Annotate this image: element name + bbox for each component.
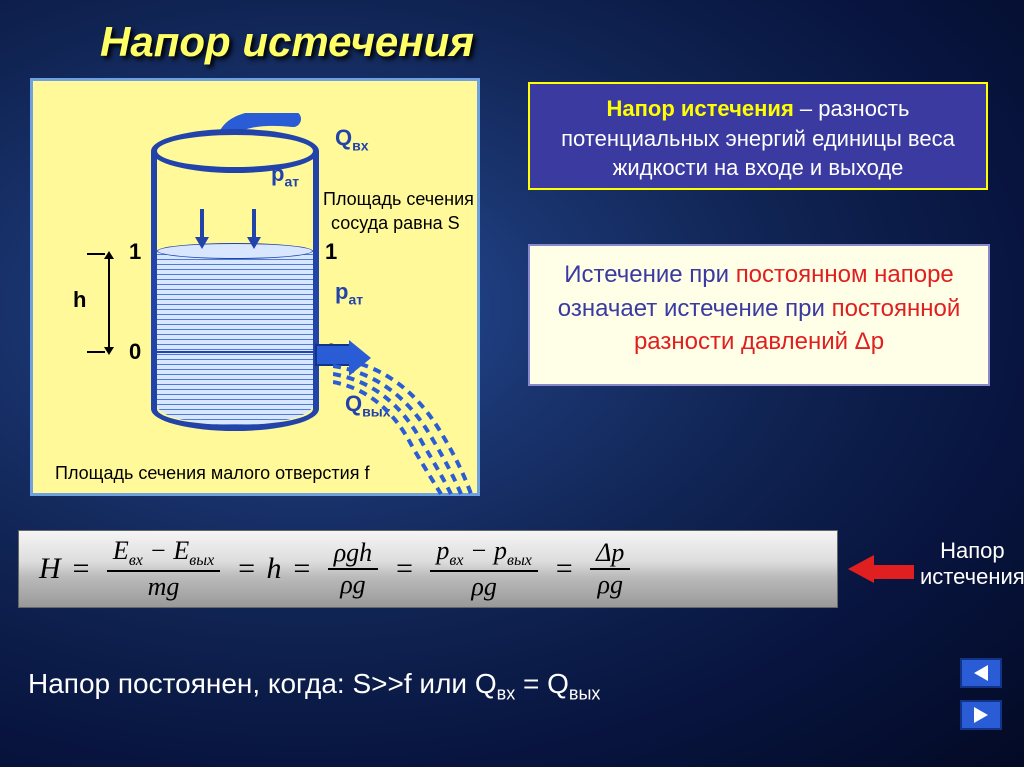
water-fill (157, 251, 313, 425)
triangle-right-icon (974, 707, 988, 723)
triangle-left-icon (974, 665, 988, 681)
p-at-side-label: pат (335, 279, 363, 307)
definition-box: Напор истечения – разность потенциальных… (528, 82, 988, 190)
formula-label: Напористечения (920, 538, 1024, 590)
level-1-right: 1 (325, 239, 337, 265)
vessel-section-text-2: сосуда равна S (331, 213, 460, 234)
formula-strip: H = Eвх − Eвыхmg = h = ρghρg = pвх − pвы… (18, 530, 838, 608)
definition-term: Напор истечения (607, 96, 794, 121)
h-label: h (73, 287, 86, 313)
level-0-left: 0 (129, 339, 141, 365)
formula-pointer-arrow-icon (848, 555, 914, 588)
page-title: Напор истечения (100, 18, 474, 66)
condition-box: Истечение при постоянном напоре означает… (528, 244, 990, 386)
q-in-label: Qвх (335, 125, 369, 153)
level-1-left: 1 (129, 239, 141, 265)
down-arrow-icon (247, 209, 261, 237)
nav-forward-button[interactable] (960, 700, 1002, 730)
vessel-section-text-1: Площадь сечения (323, 189, 474, 210)
vessel-diagram: Qвх pат pат Qвых 1 1 0 0 h Площадь сечен… (30, 78, 480, 496)
bottom-condition: Напор постоянен, когда: S>>f или Qвх = Q… (28, 668, 600, 705)
height-bracket-icon (95, 253, 123, 353)
nav-back-button[interactable] (960, 658, 1002, 688)
p-at-top-label: pат (271, 161, 299, 189)
down-arrow-icon (195, 209, 209, 237)
small-hole-caption: Площадь сечения малого отверстия f (55, 463, 369, 484)
vessel (151, 151, 319, 431)
